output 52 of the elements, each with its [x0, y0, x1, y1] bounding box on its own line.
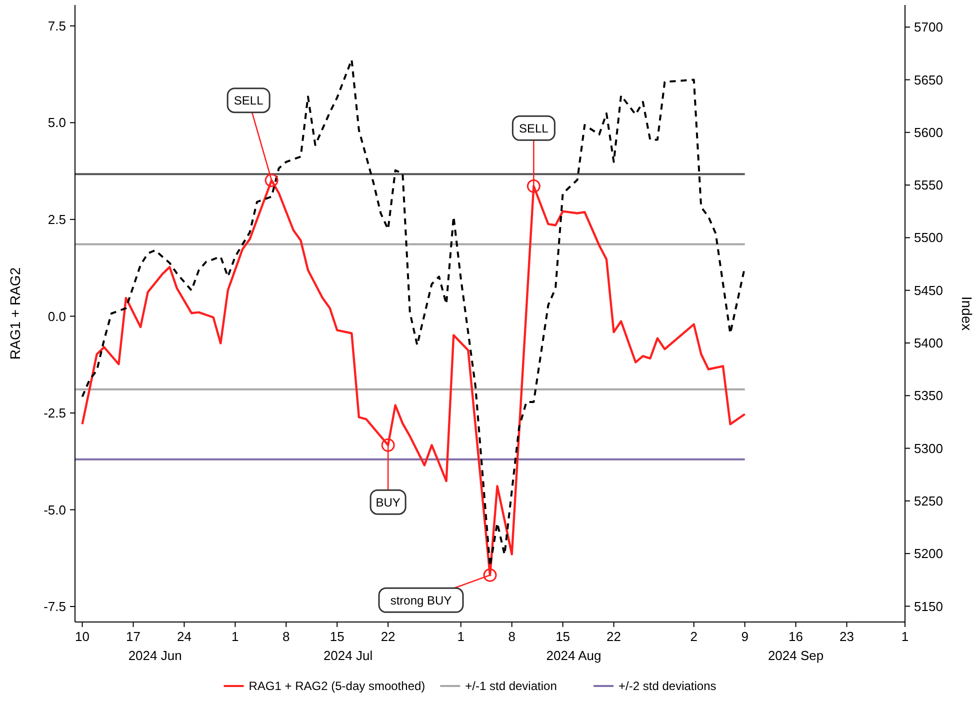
y2-tick-label: 5550 [914, 178, 943, 193]
x-tick-label: 2 [690, 629, 698, 644]
y2-tick-label: 5250 [914, 493, 943, 508]
y2-tick-label: 5200 [914, 546, 943, 562]
x-tick-label: 1 [901, 629, 909, 644]
point [264, 174, 278, 188]
y2-tick-label: 5600 [914, 124, 943, 140]
legend-label: +/-2 std deviations [618, 679, 716, 693]
x-tick-label: 15 [556, 629, 570, 644]
x-tick-label: 22 [606, 629, 622, 644]
y2-tick-label: 5300 [914, 440, 943, 456]
point [483, 568, 497, 582]
y-tick-label: 2.5 [48, 212, 66, 227]
y-tick-label: -7.5 [44, 599, 66, 614]
point [381, 438, 395, 452]
y2-tick-label: 5500 [914, 230, 943, 246]
annotation: BUY [376, 495, 400, 510]
x-tick-label: 22 [380, 629, 396, 644]
point [526, 179, 540, 193]
annotation: SELL [519, 121, 549, 136]
text: 2024 Jul [323, 648, 373, 663]
y2-tick-label: 5700 [914, 20, 943, 35]
x-tick-label: 17 [126, 629, 140, 644]
y2-tick-label: 5650 [914, 72, 943, 88]
annotation: SELL [234, 94, 264, 108]
text: 2024 Aug [546, 648, 602, 663]
x-tick-label: 8 [508, 629, 516, 644]
y2-tick-label: 5350 [914, 388, 943, 404]
y2-tick-label: 5450 [914, 282, 943, 298]
x-tick-label: 24 [176, 629, 192, 644]
text: 2024 Sep [768, 648, 824, 663]
y-tick-label: 5.0 [48, 115, 66, 130]
y-tick-label: -5.0 [44, 502, 66, 518]
y2-tick-label: 5400 [914, 336, 943, 351]
x-tick-label: 15 [330, 629, 344, 644]
x-tick-label: 10 [75, 629, 90, 644]
y-tick-label: -2.5 [44, 406, 66, 421]
x-tick-label: 1 [232, 629, 239, 644]
y-tick-label: 0.0 [48, 308, 66, 324]
x-tick-label: 16 [788, 629, 804, 644]
annotation: strong BUY [390, 593, 452, 608]
x-tick-label: 23 [840, 629, 854, 644]
x-tick-label: 1 [457, 629, 464, 644]
y-axis-title: RAG1 + RAG2 [7, 267, 23, 360]
legend-label: RAG1 + RAG2 (5-day smoothed) [248, 679, 426, 693]
x-tick-label: 8 [282, 629, 290, 644]
text: 2024 Jun [128, 648, 182, 663]
x-tick-label: 9 [741, 629, 748, 644]
legend-label: +/-1 std deviation [465, 679, 557, 693]
y2-tick-label: 5150 [914, 598, 943, 614]
y2-axis-title: Index [959, 296, 975, 331]
y-tick-label: 7.5 [48, 18, 66, 34]
